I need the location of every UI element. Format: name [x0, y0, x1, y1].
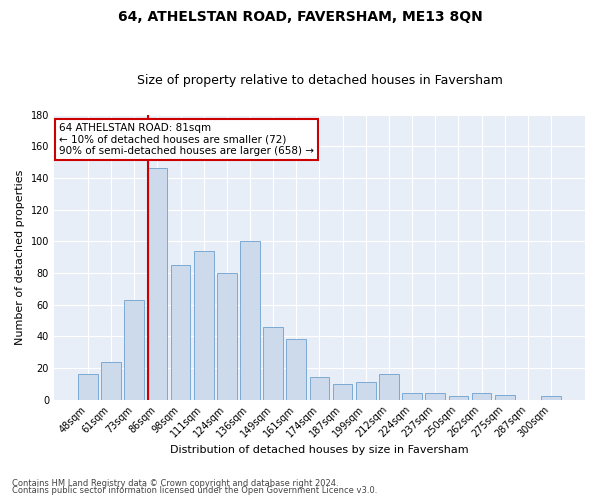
Bar: [263, 326, 283, 400]
Bar: [240, 241, 260, 400]
Bar: [425, 393, 445, 400]
X-axis label: Distribution of detached houses by size in Faversham: Distribution of detached houses by size …: [170, 445, 469, 455]
Bar: [78, 374, 98, 400]
Bar: [310, 378, 329, 400]
Bar: [356, 382, 376, 400]
Bar: [472, 393, 491, 400]
Text: 64 ATHELSTAN ROAD: 81sqm
← 10% of detached houses are smaller (72)
90% of semi-d: 64 ATHELSTAN ROAD: 81sqm ← 10% of detach…: [59, 123, 314, 156]
Bar: [217, 273, 236, 400]
Bar: [148, 168, 167, 400]
Title: Size of property relative to detached houses in Faversham: Size of property relative to detached ho…: [137, 74, 502, 87]
Bar: [101, 362, 121, 400]
Bar: [541, 396, 561, 400]
Bar: [333, 384, 352, 400]
Text: Contains HM Land Registry data © Crown copyright and database right 2024.: Contains HM Land Registry data © Crown c…: [12, 478, 338, 488]
Bar: [449, 396, 468, 400]
Bar: [194, 250, 214, 400]
Bar: [170, 265, 190, 400]
Bar: [402, 393, 422, 400]
Bar: [286, 340, 306, 400]
Y-axis label: Number of detached properties: Number of detached properties: [15, 170, 25, 345]
Text: 64, ATHELSTAN ROAD, FAVERSHAM, ME13 8QN: 64, ATHELSTAN ROAD, FAVERSHAM, ME13 8QN: [118, 10, 482, 24]
Text: Contains public sector information licensed under the Open Government Licence v3: Contains public sector information licen…: [12, 486, 377, 495]
Bar: [495, 395, 515, 400]
Bar: [379, 374, 399, 400]
Bar: [124, 300, 144, 400]
